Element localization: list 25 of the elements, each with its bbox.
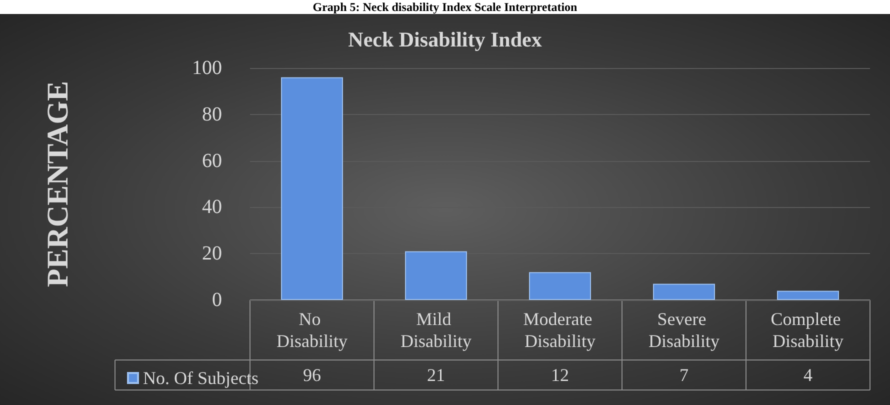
data-label: 21 (427, 365, 445, 385)
x-tick-label: No Disability (276, 309, 348, 351)
bar (777, 290, 839, 300)
data-label: 12 (551, 365, 569, 385)
y-tick-label: 20 (202, 242, 222, 265)
y-tick-label: 40 (202, 196, 222, 218)
bar (281, 77, 343, 300)
data-label: 7 (680, 365, 688, 385)
x-tick-label: Mild Disability (400, 309, 472, 351)
data-label: 96 (303, 365, 321, 385)
bar (529, 272, 591, 300)
legend-label: No. Of Subjects (143, 368, 258, 388)
bar (405, 251, 467, 300)
y-tick-label: 60 (202, 150, 222, 172)
y-tick-label: 100 (192, 57, 222, 79)
y-tick-label: 0 (212, 289, 222, 311)
chart-subtitle: Graph 5: Neck disability Index Scale Interpretation (312, 0, 578, 14)
x-tick-label: Complete Disability (770, 309, 846, 351)
y-tick-label: 80 (202, 103, 222, 126)
data-label: 4 (804, 365, 812, 385)
x-tick-label: Moderate Disability (523, 309, 597, 351)
bar (653, 284, 715, 300)
y-axis-title: PERCENTAGE (42, 80, 74, 288)
x-tick-label: Severe Disability (648, 309, 720, 351)
chart-title: Neck Disability Index (348, 28, 542, 52)
